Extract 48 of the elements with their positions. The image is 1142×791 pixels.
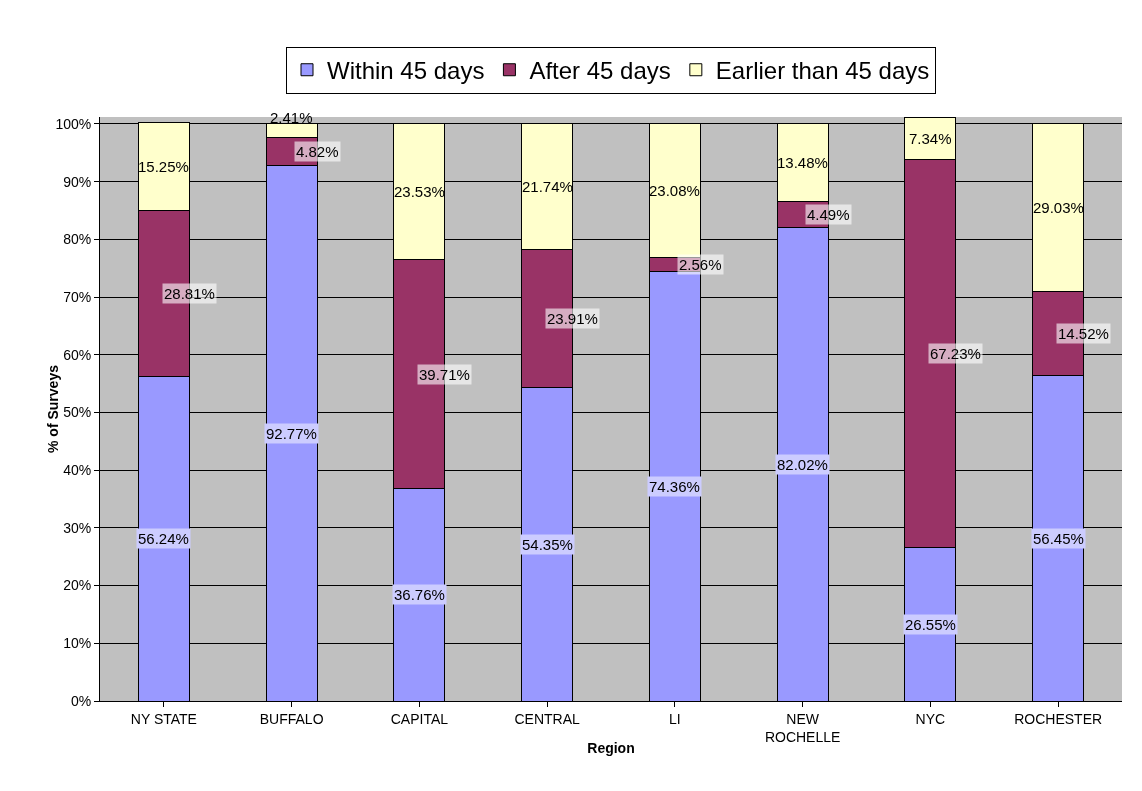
data-label: 4.49% [807, 206, 850, 223]
y-tick-label: 10% [63, 635, 92, 652]
data-label: 23.91% [547, 310, 598, 327]
data-label: 23.53% [394, 183, 445, 200]
data-label: 56.45% [1033, 530, 1084, 547]
data-label: 2.41% [270, 109, 313, 126]
data-label: 2.56% [679, 256, 722, 273]
data-label: 7.34% [909, 130, 952, 147]
x-tick-label: NYC [915, 710, 946, 727]
data-label: 13.48% [777, 154, 828, 171]
y-tick-label: 40% [63, 462, 92, 479]
x-tick-label: NY STATE [130, 710, 197, 727]
y-tick-label: 30% [63, 519, 92, 536]
legend-label: After 45 days [529, 57, 671, 85]
x-tick-label: ROCHESTER [1014, 710, 1103, 727]
legend-label: Earlier than 45 days [715, 57, 930, 85]
data-label: 82.02% [777, 456, 828, 473]
data-label: 56.24% [138, 530, 189, 547]
x-tick-label: LI [669, 710, 681, 727]
y-tick-label: 60% [63, 346, 92, 363]
data-label: 23.08% [649, 182, 700, 199]
y-tick-label: 20% [63, 577, 92, 594]
data-label: 14.52% [1058, 325, 1109, 342]
data-label: 4.82% [296, 143, 339, 160]
data-label: 21.74% [522, 178, 573, 195]
x-tick-label: NEW ROCHELLE [764, 710, 841, 745]
data-label: 15.25% [138, 158, 189, 175]
data-label: 36.76% [394, 586, 445, 603]
x-tick-label: CAPITAL [390, 710, 449, 727]
y-tick-label: 50% [63, 404, 92, 421]
data-label: 92.77% [266, 425, 317, 442]
y-tick-label: 90% [63, 173, 92, 190]
x-axis-title: Region [587, 740, 635, 756]
y-tick-label: 100% [55, 115, 92, 132]
data-label: 67.23% [930, 345, 981, 362]
data-label: 28.81% [164, 285, 215, 302]
data-label: 26.55% [905, 616, 956, 633]
x-tick-label: CENTRAL [514, 710, 581, 727]
data-label: 39.71% [419, 366, 470, 383]
data-label: 74.36% [649, 478, 700, 495]
y-tick-label: 0% [70, 692, 92, 709]
legend-label: Within 45 days [327, 57, 485, 85]
y-axis-title: % of Surveys [45, 364, 62, 453]
data-label: 29.03% [1033, 199, 1084, 216]
y-tick-label: 80% [63, 231, 92, 248]
data-label: 54.35% [522, 536, 573, 553]
y-tick-label: 70% [63, 288, 92, 305]
x-tick-label: BUFFALO [259, 710, 324, 727]
